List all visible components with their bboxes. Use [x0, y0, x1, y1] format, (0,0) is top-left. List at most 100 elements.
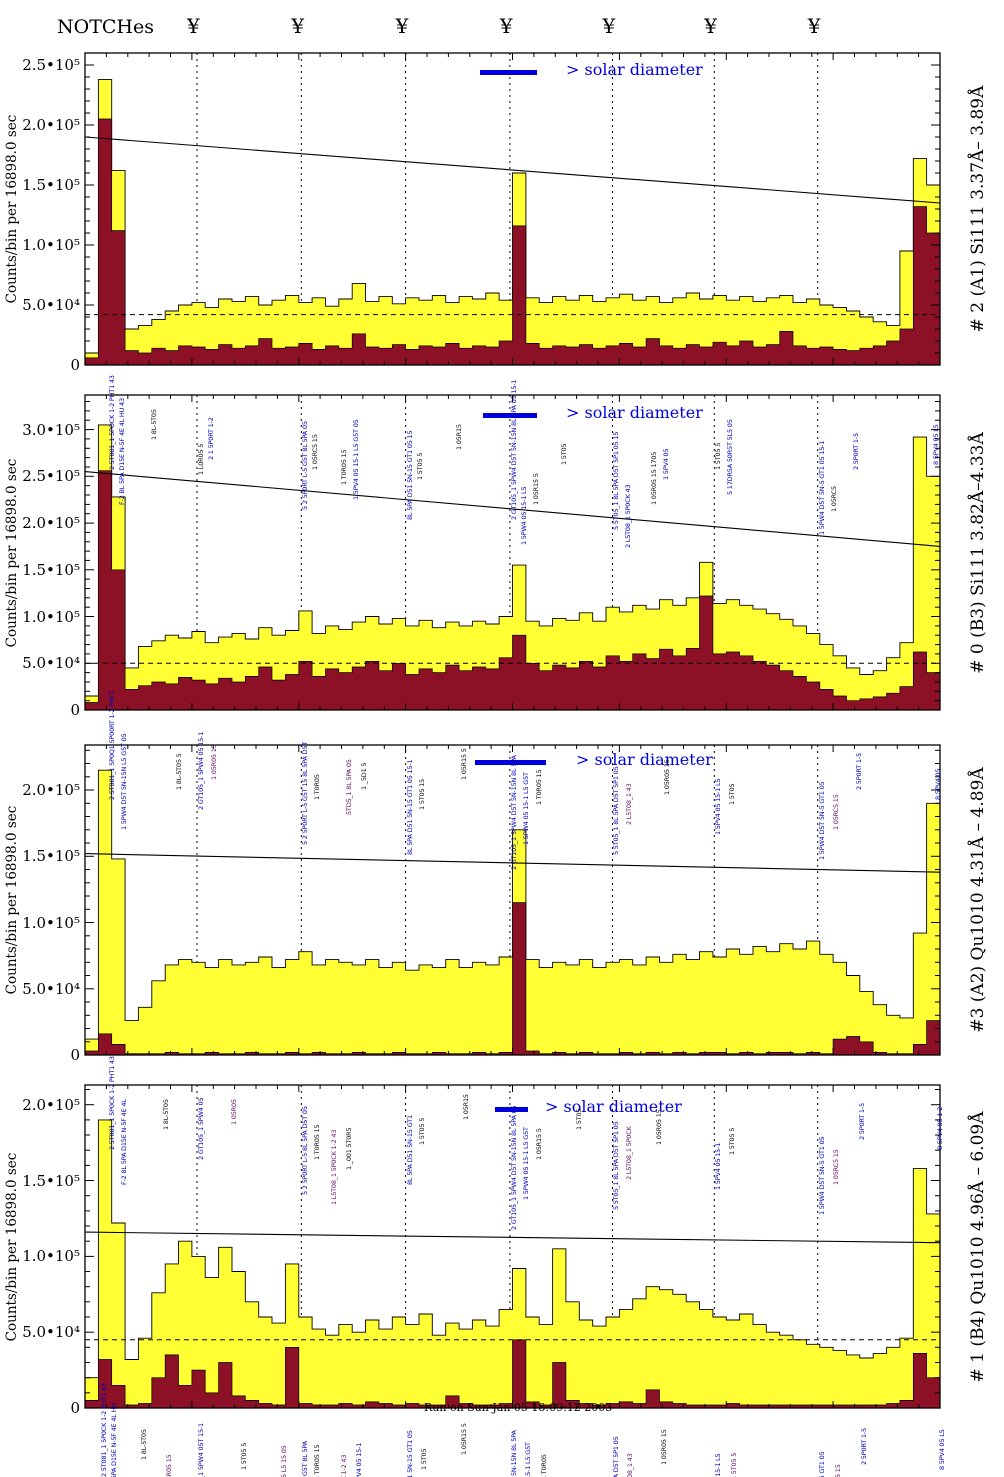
y-axis-tick-label: 2.5•10⁵: [22, 56, 80, 74]
interval-annotation: 1 8L-5T05 5: [175, 753, 183, 790]
histogram-total-series: [84, 1119, 941, 1409]
interval-annotation: 1 5PW4 D5T 5N-5 GT1 05: [818, 781, 826, 860]
interval-annotation: 1 5PW4 D5T 5N-5 GT1 05: [818, 1136, 826, 1215]
interval-annotation: 1 05R15 5: [460, 748, 468, 780]
interval-annotation: 1 05RC5 15: [311, 434, 319, 470]
interval-annotation: 1 5PW4 D5T 5N-5 GT1 05 15-1: [818, 440, 826, 535]
interval-annotation: 1 T0R05 15: [340, 449, 348, 485]
run-timestamp: Run on Sun Jan 05 18:09:12 2003: [424, 1401, 613, 1414]
y-axis-tick-label: 1.5•10⁵: [22, 847, 80, 866]
interval-annotation: 2 GT105_1 5PW4 D5T 5N-15N 8L 5PA: [510, 1430, 518, 1477]
histogram-flagged-series: [84, 118, 941, 366]
interval-annotation: 2 5P0RT 1-5: [855, 753, 863, 790]
notches-title: NOTCHes: [57, 16, 154, 38]
histogram-total-series: [84, 424, 941, 711]
solar-diameter-legend-label: > solar diameter: [545, 1097, 682, 1116]
y-axis-tick-label: 1.0•10⁵: [22, 236, 80, 254]
y-axis-tick-label: 0: [70, 701, 80, 719]
interval-annotation: 2 GT105_1 5PW4 D5T 5N-15N 8L 5PA 05: [510, 1105, 518, 1231]
interval-annotation: 1 5PV4 05 15-1 L5 G5T 05: [352, 419, 360, 500]
interval-annotation: 1 05R05 15: [210, 744, 218, 780]
interval-annotation: 2 L5T08_1 5P0CK: [625, 1126, 633, 1180]
y-axis-tick-label: 0: [70, 356, 80, 374]
interval-annotation: 1 5PV4 05 15-1: [714, 1142, 722, 1190]
interval-annotation: F-2 8L 5PA D15E N-5F 4E 4L HU: [110, 1403, 118, 1477]
y-axis-tick-label: 0: [70, 1399, 80, 1417]
interval-annotation: 1 L5T08_1 5P0CK 1-2 43: [330, 1129, 338, 1205]
interval-annotation: 1 T0R05 15: [313, 1444, 321, 1477]
trend-line: [84, 1231, 941, 1244]
solar-diameter-legend-bar: [480, 70, 537, 75]
interval-annotation: 2 GT105_1 5PW4 D5T 5N-15N 8L 5PA 05 15-1: [510, 379, 518, 520]
solar-diameter-legend-label: > solar diameter: [576, 750, 713, 769]
interval-annotation: 8 5PV4 05: [934, 768, 942, 800]
interval-annotation: 1 L5T08_1 5P0CK 1-2 43: [340, 1455, 348, 1477]
interval-annotation: 2 1 5P0RT 1-2: [207, 417, 215, 460]
solar-diameter-legend-label: > solar diameter: [566, 403, 703, 422]
interval-annotation: 1 5T05 5: [728, 1127, 736, 1155]
interval-annotation: 1 5PW4 05 15-1 L5 G5T: [524, 1442, 532, 1477]
y-axis-tick-label: 1.5•10⁵: [22, 560, 80, 579]
interval-annotation: 1 _001 5T0R5: [345, 1127, 353, 1170]
y-axis-tick-label: 0: [70, 1046, 80, 1064]
interval-annotation: 1 5PW4 D5T 5N-5 GT1 05: [818, 1452, 826, 1477]
interval-annotation: 1 05R05: [230, 1099, 238, 1125]
trend-line: [84, 136, 941, 204]
interval-annotation: 1 _5D1 5: [360, 762, 368, 790]
interval-annotation: 8L 5PA D51 5N-15 GT1 05: [406, 1430, 414, 1477]
interval-annotation: F-2 8L 5PA D15E N-5F 4E 4L: [120, 1099, 128, 1185]
solar-diameter-legend-bar: [495, 1107, 528, 1112]
interval-annotation: 1 5T05: [575, 1108, 583, 1130]
interval-annotation: 5 2 5P0RT L-5 G5T 8L 5PA: [301, 1441, 309, 1477]
interval-annotation: 1 05R15: [455, 424, 463, 450]
interval-annotation: 1 T0R05 15: [313, 1124, 321, 1160]
interval-annotation: 1 5PW4 D5T 5N-15N L5 G5T 05: [120, 733, 128, 830]
solar-diameter-legend-bar: [475, 760, 546, 765]
interval-annotation: 2 5T081_1 5P0CK 1-2 PHT1 43: [108, 1056, 116, 1150]
interval-annotation: 2 5P0RT 1-5: [852, 433, 860, 470]
interval-annotation: F-2 BL 5PA D15E N-5F 4E 4L HU 43: [118, 398, 126, 505]
notch-symbol: ¥: [187, 14, 200, 38]
interval-annotation: 1 05R15 5: [535, 1128, 543, 1160]
interval-annotation: 8 5PV4 05 L5: [932, 424, 940, 465]
solar-diameter-legend-bar: [483, 413, 537, 418]
interval-annotation: 1 5T05 5: [714, 442, 722, 470]
interval-annotation: 2 5T081_1 5POCK 1-2 PHT1 43: [108, 375, 116, 470]
interval-annotation: 8 5PV4 05 L5: [938, 1429, 946, 1470]
interval-annotation: 8 5PV4 05 1-2: [936, 1106, 944, 1150]
interval-annotation: 1 5PV4 05 15-1 L5: [714, 778, 722, 835]
y-axis-tick-label: 1.5•10⁵: [22, 1171, 80, 1190]
y-axis-tick-label: 2.0•10⁵: [22, 514, 80, 533]
interval-annotation: 1 5PV4 05 15-1: [355, 1442, 363, 1477]
interval-annotation: 5 5T05_1 8L 5PA D5T 5P1 05: [612, 1121, 620, 1210]
interval-annotation: 1 8L-5T05: [150, 409, 158, 440]
interval-annotation: 1 05R15 5: [532, 473, 540, 505]
notch-symbol: ¥: [291, 14, 305, 38]
interval-annotation: 5 05RC5 L5 15 05: [280, 1445, 288, 1477]
y-axis-tick-label: 5.0•10⁴: [22, 979, 80, 998]
interval-annotation: 2 L5T08_1 43: [626, 1453, 634, 1477]
interval-annotation: 1 5T05 5: [730, 1452, 738, 1477]
interval-annotation: 1 L0R05 5: [197, 443, 205, 475]
y-axis-tick-label: 3.0•10⁵: [22, 420, 80, 439]
interval-annotation: 1 5T05: [728, 783, 736, 805]
histogram-total-series: [84, 78, 941, 366]
y-axis-tick-label: 5.0•10⁴: [22, 1323, 80, 1342]
y-axis-tick-label: 1.0•10⁵: [22, 607, 80, 626]
trend-line: [84, 853, 941, 873]
interval-annotation: 1 05R05 15 1705: [650, 451, 658, 505]
y-axis-tick-label: 2.0•10⁵: [22, 116, 80, 134]
histogram-flagged-series: [84, 470, 941, 711]
interval-annotation: 1 05R05 15: [165, 1454, 173, 1477]
interval-annotation: 5 17DR5A 50R5T 5L5 05: [726, 419, 734, 495]
interval-annotation: 1 5T05 5: [416, 452, 424, 480]
interval-annotation: 1 5PW4 05 15-1 L5 G5T: [522, 1127, 530, 1200]
interval-annotation: 2 GT105_1 5PW4 05: [197, 1097, 205, 1160]
interval-annotation: 1 8L-5T05: [140, 1429, 148, 1460]
interval-annotation: 1 05RC5 15: [832, 794, 840, 830]
interval-annotation: 1 05R15: [462, 1094, 470, 1120]
interval-annotation: 2 GT105_1 5PW4 05T 15-1: [197, 1423, 205, 1477]
interval-annotation: 1 05RC5 15: [834, 1464, 842, 1477]
